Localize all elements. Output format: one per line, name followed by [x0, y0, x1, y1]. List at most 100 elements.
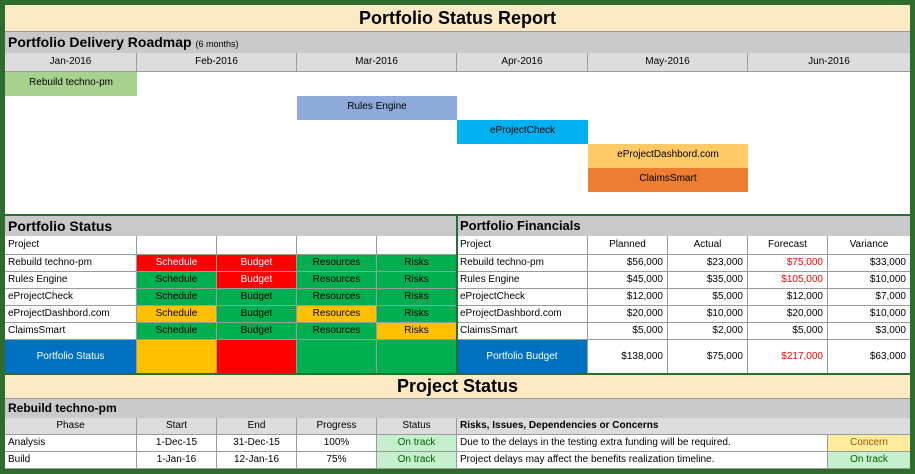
budget-indicator: Budget [217, 272, 297, 289]
phase-progress: 75% [297, 452, 377, 469]
phase-name: Build [5, 452, 137, 469]
financials-project-name: Rules Engine [457, 272, 588, 289]
project-table-header: Risks, Issues, Dependencies or Concerns [457, 418, 910, 435]
phase-flag: On track [828, 452, 910, 469]
resources-indicator: Resources [297, 289, 377, 306]
financials-header: Project [457, 236, 588, 255]
schedule-indicator: Schedule [137, 323, 217, 340]
schedule-summary-indicator [137, 340, 217, 375]
financials-project-name: eProjectCheck [457, 289, 588, 306]
planned-value: $56,000 [588, 255, 668, 272]
project-table-header: Start [137, 418, 217, 435]
forecast-value: $12,000 [748, 289, 828, 306]
forecast-value: $20,000 [748, 306, 828, 323]
resources-indicator: Resources [297, 255, 377, 272]
phase-note: Project delays may affect the benefits r… [457, 452, 828, 469]
schedule-indicator: Schedule [137, 289, 217, 306]
forecast-value: $5,000 [748, 323, 828, 340]
variance-value: $7,000 [828, 289, 910, 306]
schedule-indicator: Schedule [137, 272, 217, 289]
roadmap-title: Portfolio Delivery Roadmap [8, 34, 192, 50]
phase-flag: Concern [828, 435, 910, 452]
portfolio-financials-title: Portfolio Financials [457, 216, 910, 236]
month-header: May-2016 [588, 53, 748, 72]
roadmap-section-header: Portfolio Delivery Roadmap (6 months) [5, 32, 910, 53]
planned-value: $20,000 [588, 306, 668, 323]
budget-indicator: Budget [217, 306, 297, 323]
planned-value: $45,000 [588, 272, 668, 289]
status-project-name: eProjectDashbord.com [5, 306, 137, 323]
report-sheet: Portfolio Status Report Portfolio Delive… [5, 5, 910, 469]
phase-status: On track [377, 452, 457, 469]
project-table-header: Status [377, 418, 457, 435]
schedule-indicator: Schedule [137, 306, 217, 323]
phase-progress: 100% [297, 435, 377, 452]
month-header: Jan-2016 [5, 53, 137, 72]
resources-indicator: Resources [297, 323, 377, 340]
status-project-name: eProjectCheck [5, 289, 137, 306]
financials-header: Planned [588, 236, 668, 255]
month-header: Feb-2016 [137, 53, 297, 72]
phase-end: 31-Dec-15 [217, 435, 297, 452]
section-divider [456, 216, 458, 375]
risks-indicator: Risks [377, 323, 457, 340]
roadmap-bar: eProjectDashbord.com [588, 144, 748, 168]
planned-value: $5,000 [588, 323, 668, 340]
project-table-header: Phase [5, 418, 137, 435]
month-header: Apr-2016 [457, 53, 588, 72]
phase-note: Due to the delays in the testing extra f… [457, 435, 828, 452]
phase-start: 1-Jan-16 [137, 452, 217, 469]
project-table-header: Progress [297, 418, 377, 435]
risks-indicator: Risks [377, 289, 457, 306]
portfolio-status-summary-label: Portfolio Status [5, 340, 137, 375]
month-header: Jun-2016 [748, 53, 910, 72]
header-blank [377, 236, 457, 255]
phase-status: On track [377, 435, 457, 452]
budget-indicator: Budget [217, 289, 297, 306]
phase-name: Analysis [5, 435, 137, 452]
variance-value: $33,000 [828, 255, 910, 272]
status-project-name: Rebuild techno-pm [5, 255, 137, 272]
actual-value: $5,000 [668, 289, 748, 306]
header-blank [217, 236, 297, 255]
status-project-name: ClaimsSmart [5, 323, 137, 340]
roadmap-bar: eProjectCheck [457, 120, 588, 144]
status-project-name: Rules Engine [5, 272, 137, 289]
budget-indicator: Budget [217, 255, 297, 272]
phase-end: 12-Jan-16 [217, 452, 297, 469]
risks-indicator: Risks [377, 255, 457, 272]
planned-value: $12,000 [588, 289, 668, 306]
phase-start: 1-Dec-15 [137, 435, 217, 452]
actual-value: $35,000 [668, 272, 748, 289]
roadmap-bar: ClaimsSmart [588, 168, 748, 192]
roadmap-subtitle: (6 months) [195, 39, 239, 49]
actual-value: $23,000 [668, 255, 748, 272]
variance-value: $10,000 [828, 272, 910, 289]
portfolio-status-title: Portfolio Status [5, 216, 457, 236]
report-title: Portfolio Status Report [5, 5, 910, 32]
financials-project-name: eProjectDashbord.com [457, 306, 588, 323]
header-blank [297, 236, 377, 255]
budget-summary-indicator [217, 340, 297, 375]
financials-header: Actual [668, 236, 748, 255]
roadmap-bar: Rebuild techno-pm [5, 72, 137, 96]
month-header: Mar-2016 [297, 53, 457, 72]
forecast-value: $105,000 [748, 272, 828, 289]
actual-value: $2,000 [668, 323, 748, 340]
project-name-header: Rebuild techno-pm [5, 399, 910, 418]
financials-project-name: ClaimsSmart [457, 323, 588, 340]
resources-indicator: Resources [297, 272, 377, 289]
project-status-title: Project Status [5, 375, 910, 399]
financials-header: Forecast [748, 236, 828, 255]
schedule-indicator: Schedule [137, 255, 217, 272]
project-table-header: End [217, 418, 297, 435]
resources-indicator: Resources [297, 306, 377, 323]
risks-indicator: Risks [377, 306, 457, 323]
risks-summary-indicator [377, 340, 457, 375]
roadmap-bar: Rules Engine [297, 96, 457, 120]
section-divider [5, 214, 910, 216]
budget-indicator: Budget [217, 323, 297, 340]
financials-header: Variance [828, 236, 910, 255]
status-project-header: Project [5, 236, 137, 255]
total-variance: $63,000 [828, 340, 910, 375]
